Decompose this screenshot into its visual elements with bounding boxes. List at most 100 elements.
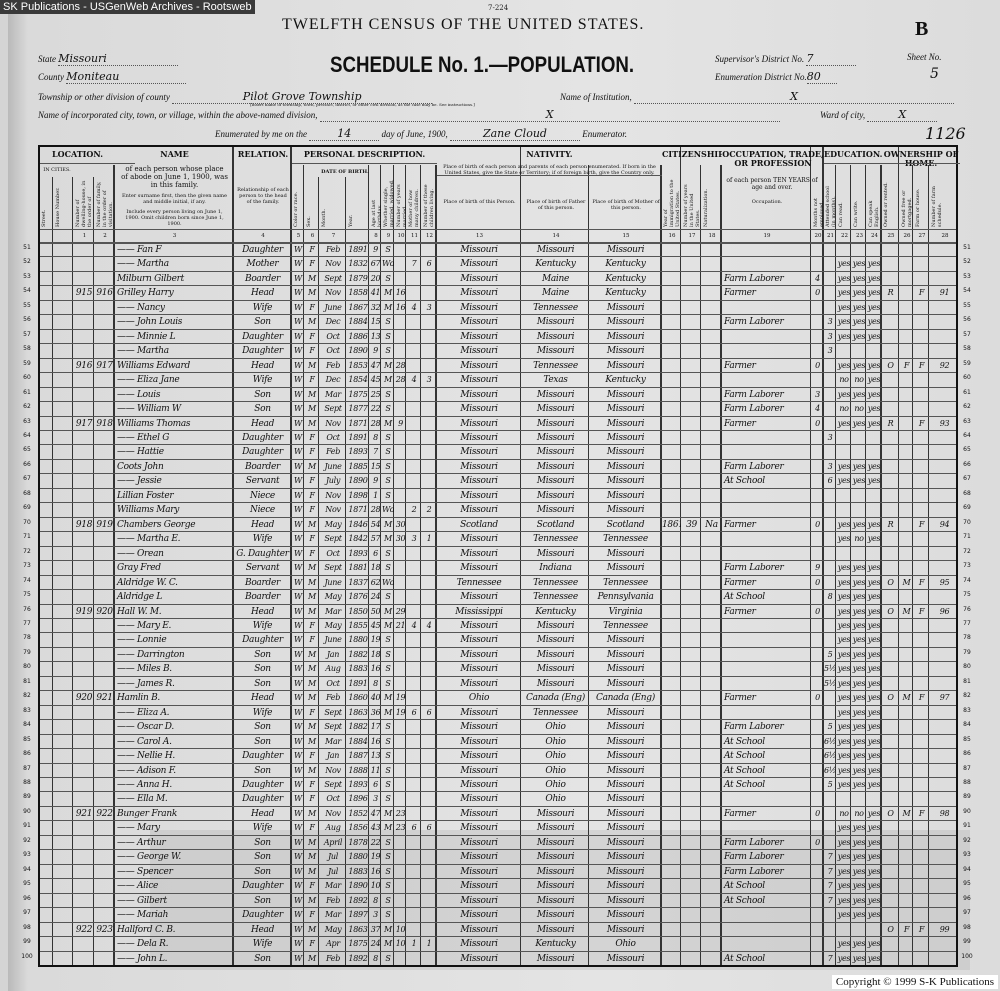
city-value: X [319, 108, 780, 122]
cell-relation: Daughter [242, 751, 283, 762]
cell-immigration-year [662, 807, 681, 820]
cell-naturalization [702, 417, 721, 430]
cell-father-birthplace: Kentucky [535, 606, 576, 617]
cell-farm-schedule [930, 749, 959, 762]
cell-age: 8 [373, 678, 378, 688]
cell-dwelling-number [74, 301, 94, 314]
cell-mother-birthplace: Missouri [606, 707, 645, 718]
cell-naturalization [702, 561, 721, 574]
row-rule [40, 401, 956, 403]
cell-owned-rented [882, 388, 899, 401]
cell-free-mortgaged [900, 243, 913, 256]
cell-father-birthplace: Ohio [545, 751, 566, 762]
column-number: 27 [918, 233, 926, 239]
cell-mother-birthplace: Canada (Eng) [596, 693, 655, 704]
cell-free-mortgaged [900, 821, 913, 834]
cell-dwelling-number [74, 677, 94, 690]
cell-farm-schedule [930, 778, 959, 791]
cell-farm-schedule [930, 474, 959, 487]
line-number-left: 66 [23, 460, 31, 468]
cell-mother-birthplace: Kentucky [605, 259, 646, 270]
cell-can-write: yes [852, 418, 866, 428]
cell-family-number [95, 633, 114, 646]
cell-months-unemployed [812, 547, 823, 560]
cell-children-born [407, 590, 421, 603]
cell-birth-year: 1875 [348, 389, 368, 399]
cell-months-unemployed: 0 [815, 577, 820, 587]
cell-farm-house [914, 315, 929, 328]
cell-farm-house [914, 561, 929, 574]
row-rule [40, 285, 956, 287]
cell-dwelling-number [74, 894, 94, 907]
row-rule [40, 950, 956, 952]
cell-marital-status: S [385, 678, 391, 688]
cell-birth-year: 1853 [348, 360, 368, 370]
cell-sex: M [308, 577, 316, 587]
cell-marital-status: M [384, 693, 392, 703]
line-number-left: 83 [23, 706, 31, 714]
cell-mother-birthplace: Missouri [606, 794, 645, 805]
cell-mother-birthplace: Missouri [606, 490, 645, 501]
cell-age: 8 [373, 432, 378, 442]
cell-months-unemployed [812, 619, 823, 632]
cell-years-married: 9 [398, 418, 403, 428]
cell-mother-birthplace: Tennessee [603, 620, 648, 631]
cell-naturalization [702, 821, 721, 834]
cell-farm-house [914, 257, 929, 270]
cell-years-in-us [682, 373, 701, 386]
cell-school-months: 5½ [824, 678, 836, 688]
cell-color: W [294, 302, 302, 312]
enumeration-district-label: Enumeration District No. [715, 72, 807, 82]
cell-father-birthplace: Canada (Eng) [526, 693, 585, 704]
cell-occupation [722, 532, 813, 545]
cell-school-months [824, 359, 836, 372]
cell-name: —— Ethel G [117, 432, 170, 443]
cell-years-in-us [682, 677, 701, 690]
cell-occupation: Farmer [724, 693, 756, 704]
cell-can-read: yes [837, 360, 851, 370]
cell-can-read: yes [837, 606, 851, 616]
cell-can-write: yes [852, 736, 866, 746]
cell-years-married: 21 [395, 620, 406, 630]
cell-mother-birthplace: Kentucky [605, 375, 646, 386]
cell-mother-birthplace: Missouri [606, 505, 645, 516]
line-number-left: 95 [23, 880, 31, 888]
cell-occupation: At School [724, 592, 765, 603]
cell-years-in-us [682, 691, 701, 704]
cell-name: Williams Mary [117, 505, 180, 516]
cell-sex: F [309, 534, 315, 544]
row-rule [40, 299, 956, 301]
cell-farm-house [914, 590, 929, 603]
cell-dwelling-number [74, 431, 94, 444]
cell-name: —— George W. [117, 852, 181, 863]
cell-relation: Son [254, 649, 271, 660]
cell-farm-schedule [930, 952, 959, 965]
cell-occupation: Farmer [724, 808, 756, 819]
column-number: 21 [827, 233, 834, 239]
cell-birth-month: May [324, 592, 342, 602]
cell-relation: Daughter [242, 881, 283, 892]
cell-owned-rented [882, 402, 899, 415]
cell-dwelling-number [74, 257, 94, 270]
occupation-description: of each person TEN YEARS of age and over… [726, 177, 818, 191]
cell-relation: Son [254, 765, 271, 776]
row-rule [40, 719, 956, 721]
cell-can-write: yes [852, 606, 866, 616]
cell-father-birthplace: Texas [543, 375, 568, 386]
column-divider [318, 177, 319, 965]
cell-sex: F [309, 620, 315, 630]
cell-mother-birthplace: Missouri [606, 418, 645, 429]
cell-sex: F [309, 505, 315, 515]
cell-dwelling-number: 922 [75, 924, 93, 935]
cell-age: 47 [370, 360, 381, 370]
cell-family-number [95, 749, 114, 762]
cell-children-born [407, 243, 421, 256]
cell-age: 17 [370, 722, 381, 732]
cell-marital-status: S [385, 664, 391, 674]
cell-years-in-us [682, 619, 701, 632]
column-number: 20 [814, 233, 822, 239]
cell-occupation [722, 821, 813, 834]
cell-color: W [294, 765, 302, 775]
cell-birthplace: Missouri [460, 389, 498, 400]
cell-farm-house [914, 445, 929, 458]
